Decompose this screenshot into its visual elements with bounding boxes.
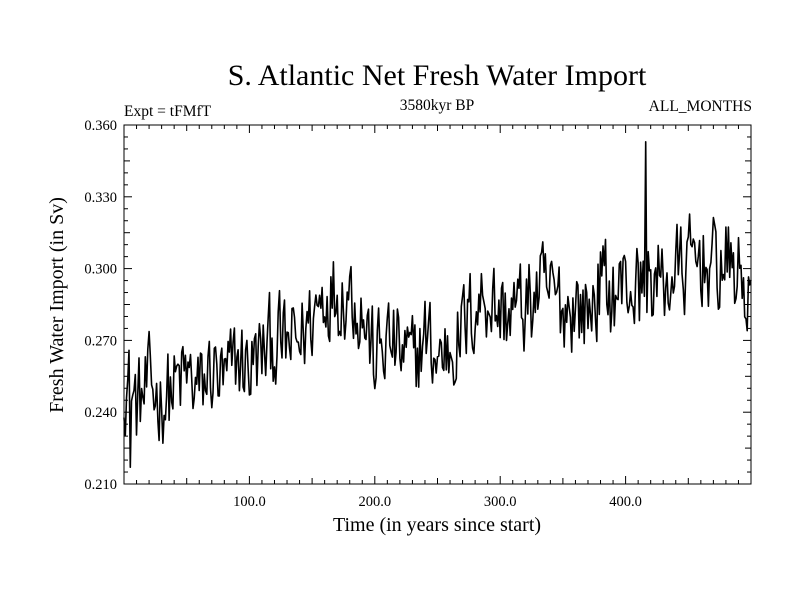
x-axis: 100.0 200.0 300.0 400.0 <box>136 125 739 510</box>
series-line <box>123 141 752 468</box>
y-tick-label: 0.330 <box>84 190 117 206</box>
y-tick-label: 0.360 <box>84 118 117 134</box>
x-axis-title: Time (in years since start) <box>333 514 541 536</box>
y-tick-label: 0.300 <box>84 262 117 278</box>
series-layer <box>123 141 752 468</box>
x-tick-label: 400.0 <box>609 494 642 510</box>
x-tick-label: 200.0 <box>358 494 391 510</box>
experiment-label: Expt = tFMfT <box>124 103 212 120</box>
months-label: ALL_MONTHS <box>649 98 752 115</box>
plot-frame <box>123 124 752 485</box>
x-tick-label: 100.0 <box>233 494 266 510</box>
y-tick-label: 0.210 <box>84 477 117 493</box>
plot-area: 100.0 200.0 300.0 400.0 0.210 0.240 0.270 0.30… <box>84 118 752 510</box>
y-tick-label: 0.240 <box>84 405 117 421</box>
y-axis-title: Fresh Water Import (in Sv) <box>46 197 68 413</box>
y-axis: 0.210 0.240 0.270 0.300 0.330 0.360 <box>84 118 751 493</box>
x-tick-label: 300.0 <box>484 494 517 510</box>
period-label: 3580kyr BP <box>400 97 475 114</box>
y-tick-label: 0.270 <box>84 333 117 349</box>
chart-title: S. Atlantic Net Fresh Water Import <box>228 59 647 92</box>
